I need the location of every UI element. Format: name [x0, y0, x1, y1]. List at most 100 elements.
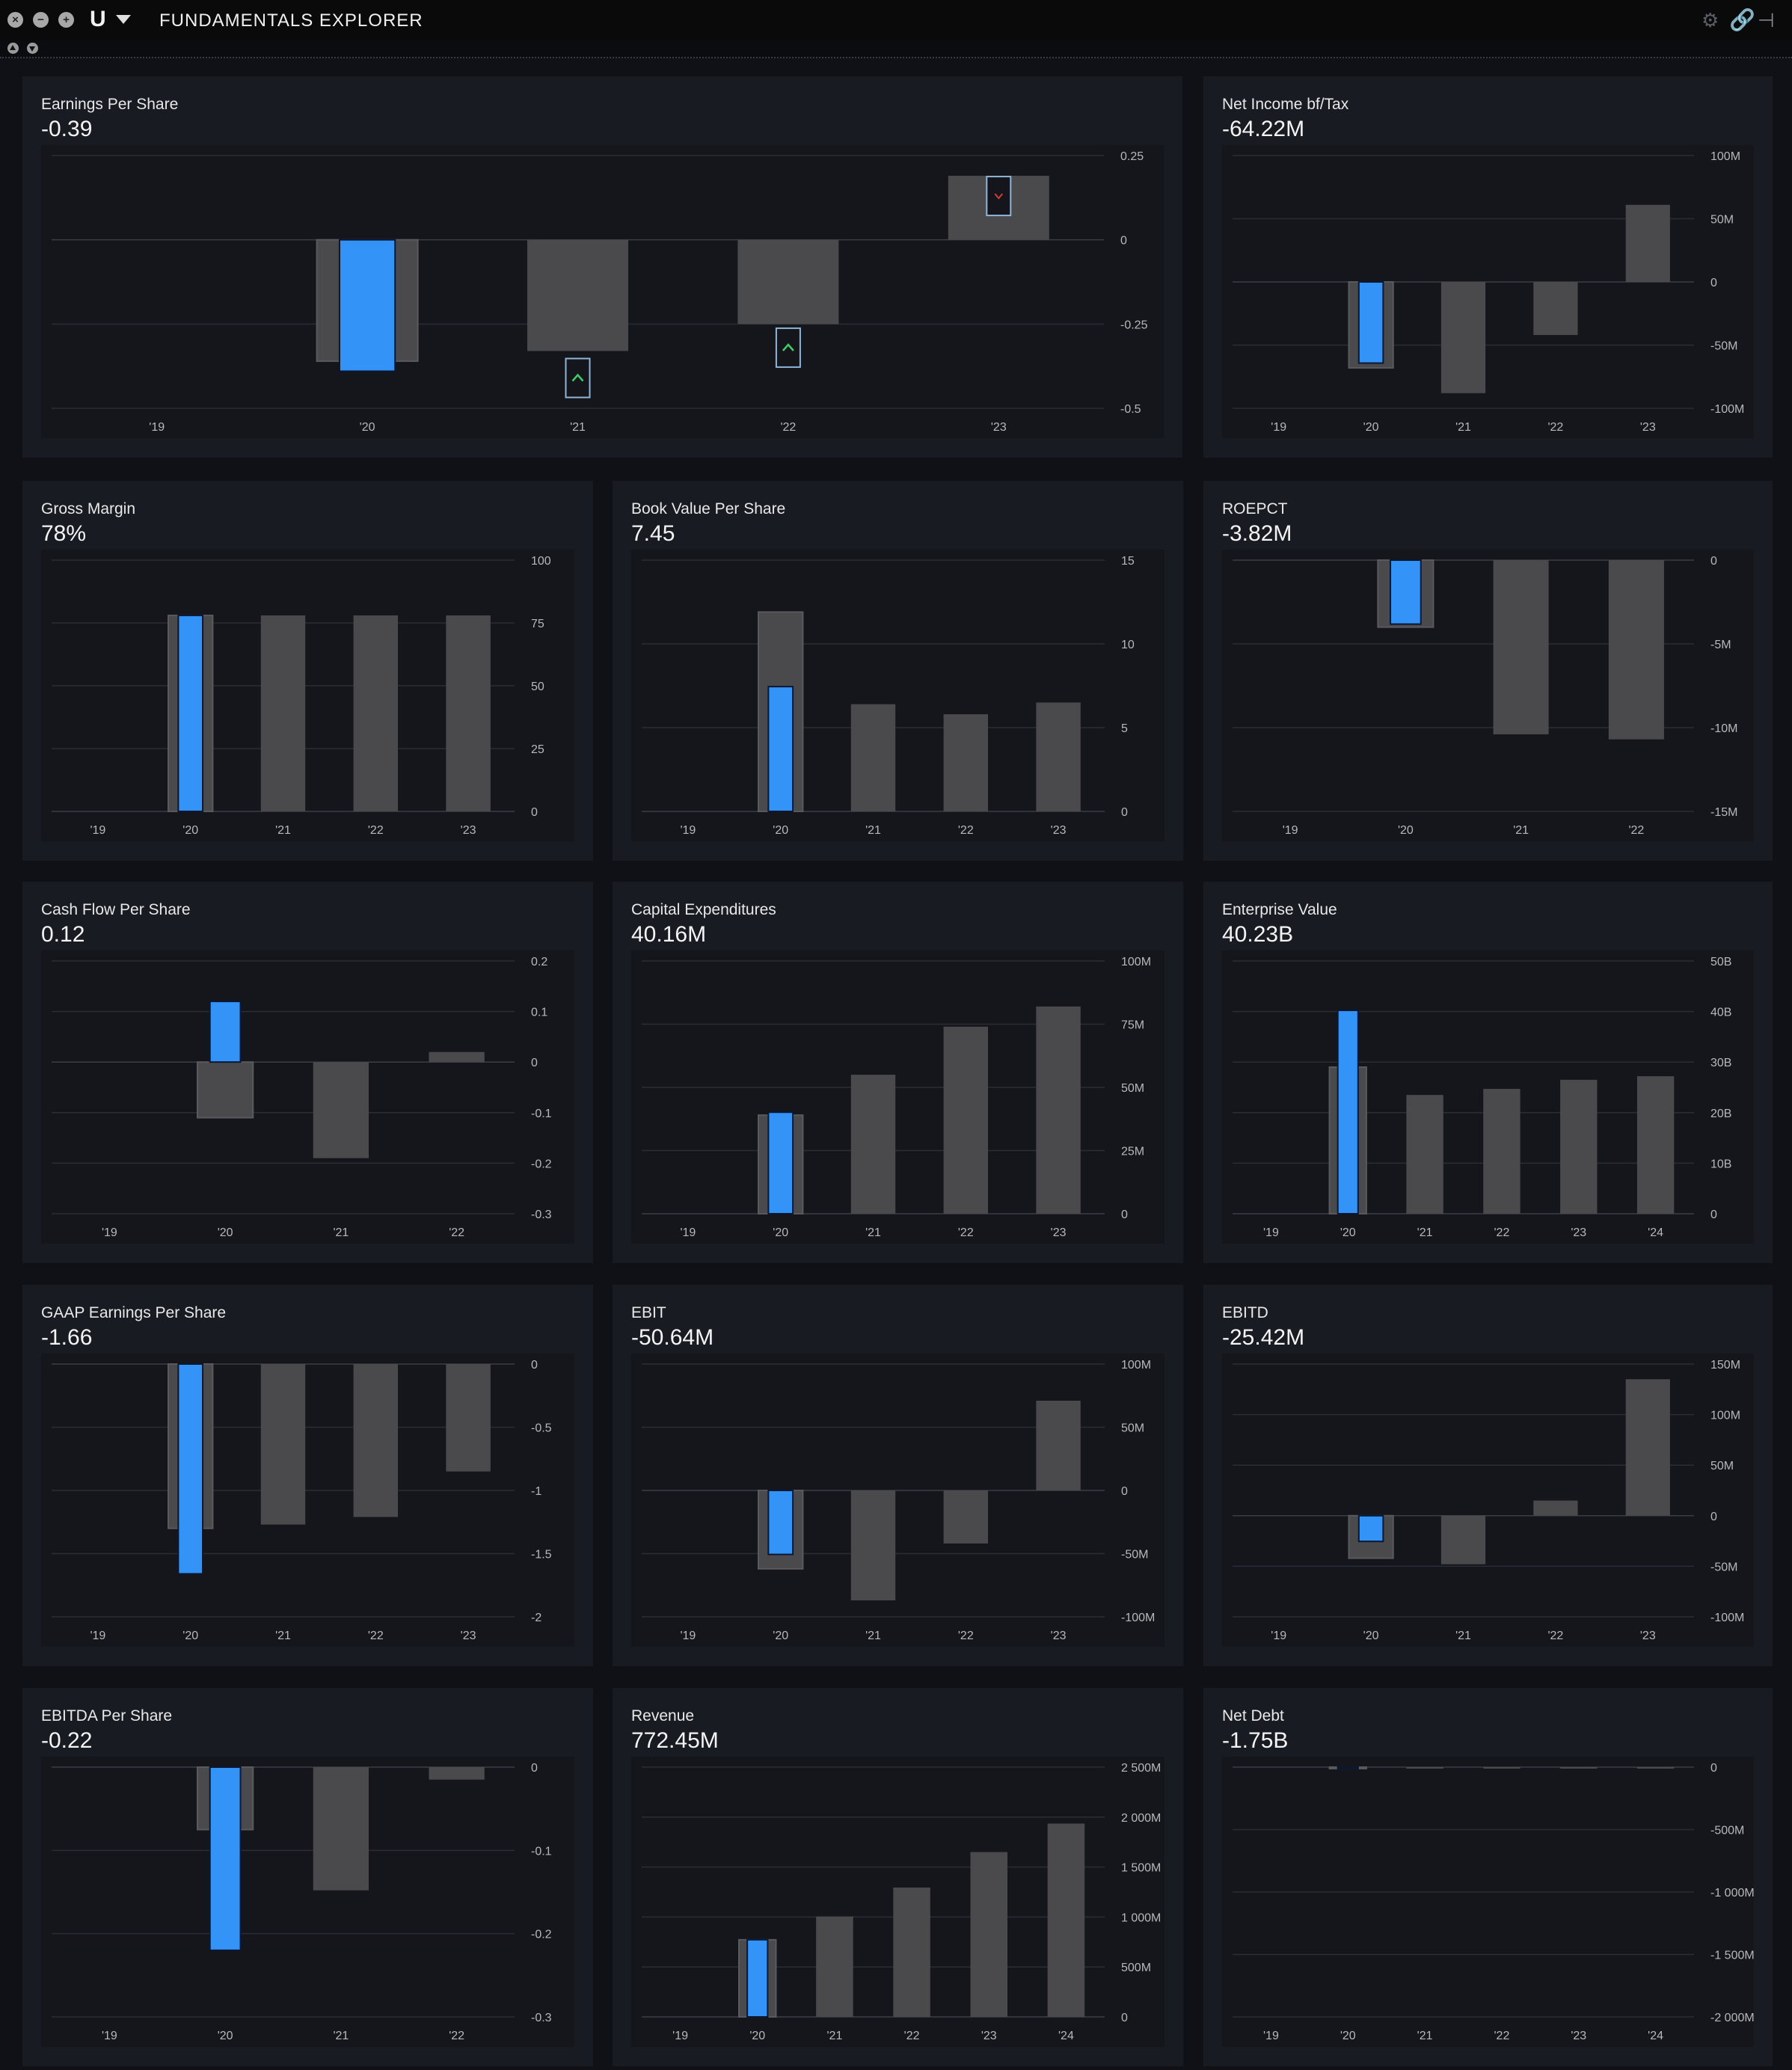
bar-22[interactable]	[1483, 1767, 1521, 1769]
bar-22[interactable]	[943, 1026, 989, 1214]
bar-23[interactable]	[970, 1852, 1008, 2017]
bar-23[interactable]	[446, 1364, 491, 1472]
chart-area[interactable]: 0 -0.5 -1 -1.5 -2 '19 '20 '21 '22 '23	[41, 1354, 574, 1647]
panel-capex[interactable]: Capital Expenditures 40.16M 100M 75M 50M 25M 0…	[613, 882, 1183, 1263]
panel-ev[interactable]: Enterprise Value 40.23B 50B 40B 30B 20B 10B 0 '1…	[1203, 882, 1773, 1263]
highlight-bar[interactable]	[1357, 281, 1384, 364]
bar-21[interactable]	[1440, 282, 1486, 393]
bar-23[interactable]	[1560, 1079, 1598, 1214]
bar-22[interactable]	[429, 1767, 485, 1780]
bar-22[interactable]	[1533, 282, 1578, 335]
highlight-bar[interactable]	[767, 1490, 794, 1555]
bar-22[interactable]	[737, 239, 839, 325]
bar-21[interactable]	[313, 1062, 369, 1158]
bar-23[interactable]	[1560, 1767, 1598, 1769]
ticker-symbol[interactable]: U	[90, 7, 106, 31]
bar-21[interactable]	[850, 1490, 896, 1601]
chart-area[interactable]: 100M 50M 0 -50M -100M '19 '20 '21 '22 '23	[1222, 145, 1754, 438]
panel-eps[interactable]: Earnings Per Share -0.39 0.25 0 -0.25 -0.5 '19…	[22, 76, 1182, 458]
bar-23[interactable]	[1625, 204, 1670, 282]
highlight-bar[interactable]	[1337, 1766, 1359, 1769]
panel-cfps[interactable]: Cash Flow Per Share 0.12 0.2 0.1 0 -0.1 -0.2 -0…	[22, 882, 593, 1263]
bar-20[interactable]	[196, 1061, 254, 1119]
x-tick-label: '21	[1455, 1630, 1471, 1642]
highlight-bar[interactable]	[1390, 559, 1422, 625]
minimize-icon[interactable]: −	[33, 12, 49, 28]
panel-ebitd[interactable]: EBITD -25.42M 150M 100M 50M 0 -50M -100M '19 '20 '…	[1203, 1285, 1773, 1666]
highlight-bar[interactable]	[767, 686, 794, 812]
bar-23[interactable]	[1625, 1379, 1670, 1516]
chart-area[interactable]: 0 -0.1 -0.2 -0.3 '19 '20 '21 '22	[41, 1757, 574, 2047]
y-tick-label: -5M	[1710, 639, 1731, 651]
chart-area[interactable]: 100 75 50 25 0 '19 '20 '21 '22 '23	[41, 550, 574, 841]
highlight-bar[interactable]	[1357, 1514, 1384, 1543]
chart-area[interactable]: 15 10 5 0 '19 '20 '21 '22 '23	[631, 550, 1165, 841]
bar-21[interactable]	[850, 1075, 896, 1214]
estimate-marker[interactable]	[775, 327, 801, 368]
bar-21[interactable]	[1406, 1767, 1443, 1769]
maximize-icon[interactable]: +	[58, 12, 74, 28]
bar-21[interactable]	[527, 239, 628, 351]
panel-ebitdaps[interactable]: EBITDA Per Share -0.22 0 -0.1 -0.2 -0.3 '19 '20…	[22, 1688, 593, 2066]
bar-21[interactable]	[850, 704, 896, 811]
panel-gm[interactable]: Gross Margin 78% 100 75 50 25 0 '19 '20 '21 '22 '23	[22, 481, 593, 861]
bar-24[interactable]	[1047, 1823, 1085, 2017]
chart-area[interactable]: 0.2 0.1 0 -0.1 -0.2 -0.3 '19 '20 '21 '22	[41, 950, 574, 1244]
chart-area[interactable]: 2 500M 2 000M 1 500M 1 000M 500M 0 '19 '20 '21 '2…	[631, 1757, 1165, 2047]
chart-area[interactable]: 0 -5M -10M -15M '19 '20 '21 '22	[1222, 550, 1754, 841]
chart-area[interactable]: 0 -500M -1 000M -1 500M -2 000M '19 '20 '21 '22 '…	[1222, 1757, 1754, 2047]
gear-icon[interactable]: ⚙	[1702, 9, 1719, 31]
highlight-bar[interactable]	[177, 1363, 204, 1575]
x-tick-label: '20	[182, 1630, 198, 1642]
highlight-bar[interactable]	[209, 1766, 242, 1951]
bar-22[interactable]	[943, 1490, 989, 1544]
chart-area[interactable]: 100M 50M 0 -50M -100M '19 '20 '21 '22 '23	[631, 1354, 1165, 1647]
bar-23[interactable]	[446, 615, 491, 811]
panel-roe[interactable]: ROEPCT -3.82M 0 -5M -10M -15M '19 '20 '21 '22	[1203, 481, 1773, 861]
panel-netinc[interactable]: Net Income bf/Tax -64.22M 100M 50M 0 -50M -100…	[1203, 76, 1773, 458]
estimate-marker[interactable]	[986, 176, 1012, 217]
bar-22[interactable]	[353, 1364, 399, 1517]
bar-21[interactable]	[1406, 1095, 1443, 1214]
bar-21[interactable]	[313, 1767, 369, 1891]
bar-23[interactable]	[1036, 1006, 1081, 1214]
highlight-bar[interactable]	[338, 239, 396, 372]
bar-24[interactable]	[1636, 1076, 1675, 1214]
caret-down-icon[interactable]	[116, 15, 131, 24]
highlight-bar[interactable]	[209, 1001, 242, 1063]
scroll-up-icon[interactable]	[7, 43, 19, 54]
panel-rev[interactable]: Revenue 772.45M 2 500M 2 000M 1 500M 1 000M 50…	[613, 1688, 1183, 2066]
scroll-down-icon[interactable]	[27, 43, 38, 54]
chart-area[interactable]: 50B 40B 30B 20B 10B 0 '19 '20 '21 '22 '23 '24	[1222, 950, 1754, 1244]
chart-area[interactable]: 0.25 0 -0.25 -0.5 '19 '20 '21 '22 '23	[41, 145, 1164, 438]
pin-icon[interactable]: ⊣	[1758, 9, 1775, 31]
bar-21[interactable]	[260, 1364, 306, 1525]
chart-area[interactable]: 100M 75M 50M 25M 0 '19 '20 '21 '22 '23	[631, 950, 1165, 1244]
bar-22[interactable]	[943, 714, 989, 811]
bar-22[interactable]	[353, 615, 399, 811]
bar-24[interactable]	[1636, 1767, 1675, 1769]
bar-21[interactable]	[1493, 560, 1549, 734]
bar-21[interactable]	[260, 615, 306, 811]
bar-22[interactable]	[1608, 560, 1664, 740]
bar-21[interactable]	[1440, 1515, 1486, 1564]
panel-netdebt[interactable]: Net Debt -1.75B 0 -500M -1 000M -1 500M -2 000…	[1203, 1688, 1773, 2066]
link-icon[interactable]: 🔗	[1729, 8, 1755, 31]
panel-ebit[interactable]: EBIT -50.64M 100M 50M 0 -50M -100M '19 '20 '21 '22…	[613, 1285, 1183, 1666]
bar-23[interactable]	[1036, 1401, 1081, 1490]
chart-area[interactable]: 150M 100M 50M 0 -50M -100M '19 '20 '21 '22 '23	[1222, 1354, 1754, 1647]
panel-gaap[interactable]: GAAP Earnings Per Share -1.66 0 -0.5 -1 -1.5 -…	[22, 1285, 593, 1666]
panel-bvps[interactable]: Book Value Per Share 7.45 15 10 5 0 '19 '20 '21 '…	[613, 481, 1183, 861]
bar-22[interactable]	[1533, 1500, 1578, 1516]
bar-22[interactable]	[1483, 1089, 1521, 1214]
bar-22[interactable]	[893, 1887, 930, 2017]
close-icon[interactable]: ×	[7, 12, 23, 28]
highlight-bar[interactable]	[177, 614, 204, 812]
bar-23[interactable]	[1036, 702, 1081, 811]
bar-21[interactable]	[816, 1916, 853, 2017]
estimate-marker[interactable]	[565, 357, 591, 399]
highlight-bar[interactable]	[746, 1938, 769, 2018]
bar-22[interactable]	[429, 1051, 485, 1063]
highlight-bar[interactable]	[1337, 1010, 1359, 1214]
highlight-bar[interactable]	[767, 1111, 794, 1214]
